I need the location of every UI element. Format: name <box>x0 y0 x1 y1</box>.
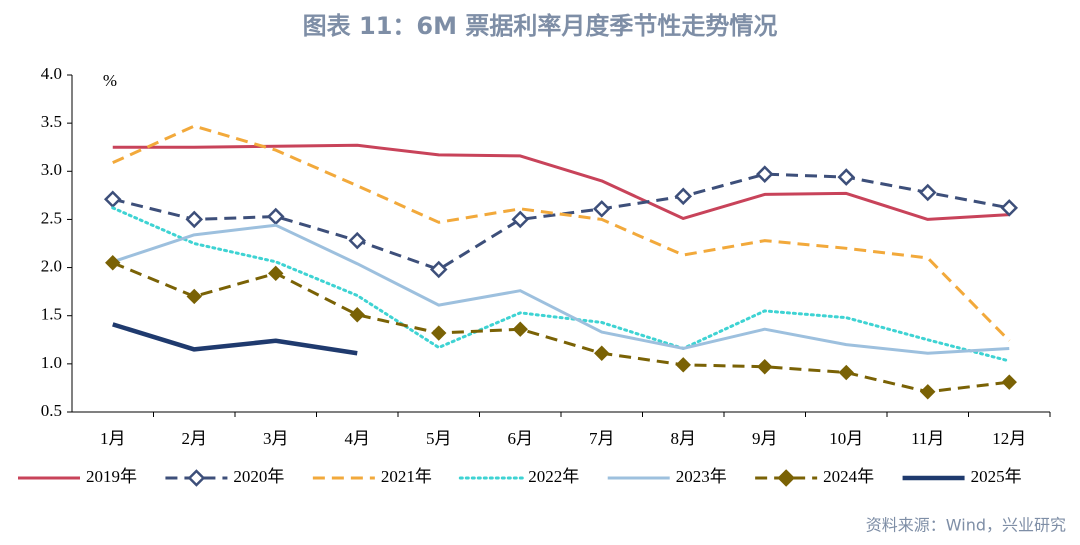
series-line <box>112 322 358 356</box>
legend-label: 2025年 <box>971 467 1022 486</box>
legend-marker <box>777 469 795 487</box>
x-tick-label: 11月 <box>911 429 944 448</box>
series-line <box>111 206 1011 363</box>
series-marker <box>429 260 448 279</box>
x-tick-label: 8月 <box>671 429 697 448</box>
y-tick-label: 4.0 <box>41 64 62 83</box>
y-tick-label: 1.5 <box>41 305 62 324</box>
series-marker <box>511 210 530 229</box>
series-line <box>112 124 1011 342</box>
series-marker <box>186 288 202 305</box>
series-line <box>112 143 1010 221</box>
x-tick-label: 10月 <box>829 429 863 448</box>
series-marker <box>920 384 936 400</box>
legend-label: 2022年 <box>528 467 579 486</box>
x-tick-label: 7月 <box>589 429 615 448</box>
series-marker <box>349 307 365 323</box>
series-marker <box>757 359 773 375</box>
series-marker <box>918 183 937 202</box>
series-line <box>112 261 1010 394</box>
y-tick-label: 2.0 <box>41 256 62 275</box>
x-tick-label: 1月 <box>100 429 126 448</box>
y-tick-label: 2.5 <box>41 208 62 227</box>
legend-marker <box>187 469 206 487</box>
series-marker <box>594 345 610 361</box>
x-tick-label: 12月 <box>992 429 1026 448</box>
series-line <box>112 223 1010 355</box>
series-marker <box>837 168 856 186</box>
source: 资料来源：Wind，兴业研究 <box>866 516 1066 535</box>
x-tick-label: 6月 <box>508 429 534 448</box>
series-marker <box>592 200 611 218</box>
series-marker <box>512 321 528 337</box>
x-tick-label: 4月 <box>345 429 371 448</box>
series-marker <box>1000 199 1019 217</box>
x-tick-label: 5月 <box>426 429 452 448</box>
series-marker <box>1001 374 1017 390</box>
chart-title: 图表 11：6M 票据利率月度季节性走势情况 <box>303 12 778 40</box>
y-tick-label: 3.0 <box>41 160 62 179</box>
series-marker <box>675 357 691 373</box>
legend-label: 2023年 <box>676 467 727 486</box>
series-marker <box>348 231 367 250</box>
y-tick-label: 0.5 <box>41 401 62 420</box>
series-marker <box>266 207 285 226</box>
legend-label: 2024年 <box>823 467 874 486</box>
legend-label: 2021年 <box>381 467 432 486</box>
legend-label: 2019年 <box>86 467 137 486</box>
x-tick-label: 3月 <box>263 429 289 448</box>
series-marker <box>674 187 693 206</box>
series-marker <box>103 190 122 208</box>
series-marker <box>105 255 121 271</box>
series-marker <box>185 210 204 229</box>
y-tick-label: 1.0 <box>41 353 62 372</box>
x-tick-label: 2月 <box>182 429 208 448</box>
legend-label: 2020年 <box>233 467 284 486</box>
unit-label: % <box>103 71 117 90</box>
x-tick-label: 9月 <box>752 429 778 448</box>
series-marker <box>431 325 447 341</box>
series-marker <box>755 165 774 183</box>
y-tick-label: 3.5 <box>41 112 62 131</box>
series-marker <box>268 265 284 282</box>
series-marker <box>838 364 854 381</box>
